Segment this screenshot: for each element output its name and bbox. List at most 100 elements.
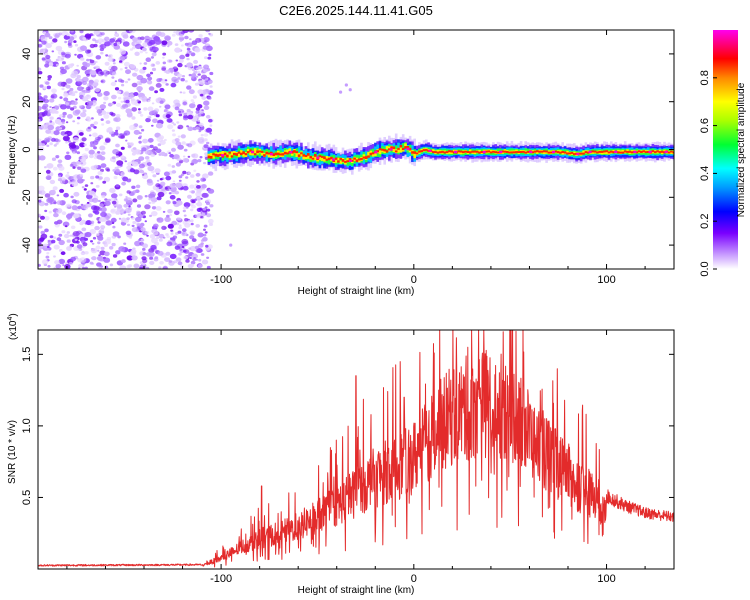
noise-speckle bbox=[122, 41, 130, 47]
ridge-cell bbox=[385, 146, 389, 150]
noise-speckle bbox=[186, 109, 191, 113]
ridge-cell bbox=[378, 150, 382, 155]
noise-speckle bbox=[92, 38, 96, 42]
noise-speckle bbox=[186, 62, 194, 68]
ridge-cell bbox=[425, 148, 428, 151]
ridge-cell bbox=[376, 150, 379, 157]
noise-speckle bbox=[112, 62, 116, 65]
noise-speckle bbox=[67, 140, 71, 143]
noise-speckle bbox=[100, 246, 105, 250]
noise-speckle bbox=[187, 114, 194, 120]
noise-speckle bbox=[65, 121, 69, 124]
ridge-cell bbox=[586, 151, 590, 154]
noise-speckle bbox=[61, 87, 65, 91]
noise-speckle bbox=[121, 83, 125, 87]
noise-speckle bbox=[181, 245, 185, 249]
noise-speckle bbox=[171, 147, 176, 152]
ridge-cell bbox=[626, 150, 629, 153]
noise-speckle bbox=[206, 141, 210, 145]
noise-speckle bbox=[167, 163, 172, 167]
noise-speckle bbox=[90, 240, 93, 243]
noise-speckle bbox=[101, 207, 106, 211]
noise-speckle bbox=[96, 92, 103, 97]
noise-speckle bbox=[159, 87, 165, 92]
ridge-cell bbox=[573, 153, 576, 156]
ridge-cell bbox=[519, 151, 523, 153]
spectrogram-y-tick-label: -20 bbox=[21, 189, 33, 205]
noise-speckle bbox=[57, 81, 64, 87]
noise-speckle bbox=[189, 257, 192, 259]
noise-speckle bbox=[184, 80, 188, 83]
ridge-cell bbox=[233, 150, 236, 155]
noise-speckle bbox=[46, 245, 50, 249]
noise-speckle bbox=[40, 215, 45, 220]
noise-speckle bbox=[43, 86, 47, 90]
noise-speckle bbox=[71, 205, 78, 211]
noise-speckle bbox=[207, 80, 213, 84]
noise-speckle bbox=[74, 43, 79, 47]
noise-speckle bbox=[169, 195, 176, 200]
noise-speckle bbox=[86, 73, 90, 77]
noise-speckle bbox=[44, 166, 47, 169]
spectrogram-x-tick-label: 100 bbox=[597, 274, 615, 286]
noise-speckle bbox=[127, 145, 132, 149]
noise-speckle bbox=[155, 206, 162, 211]
noise-speckle bbox=[52, 186, 58, 191]
noise-speckle bbox=[56, 200, 63, 205]
noise-speckle bbox=[66, 33, 70, 37]
noise-speckle bbox=[55, 209, 62, 214]
noise-speckle bbox=[144, 156, 150, 160]
noise-speckle bbox=[72, 137, 79, 143]
noise-speckle bbox=[79, 257, 87, 263]
noise-speckle bbox=[178, 252, 182, 256]
noise-speckle bbox=[197, 65, 203, 70]
noise-speckle bbox=[153, 108, 160, 113]
noise-speckle bbox=[205, 127, 213, 133]
noise-speckle bbox=[38, 92, 42, 96]
noise-speckle bbox=[82, 81, 87, 85]
noise-speckle bbox=[45, 129, 52, 134]
ridge-cell bbox=[332, 154, 336, 162]
noise-speckle bbox=[121, 31, 128, 37]
ridge-cell bbox=[531, 151, 534, 154]
noise-speckle bbox=[128, 205, 131, 208]
noise-speckle bbox=[119, 49, 127, 55]
noise-speckle bbox=[164, 257, 171, 262]
ridge-cell bbox=[244, 153, 248, 156]
noise-speckle bbox=[89, 154, 94, 159]
ridge-cell bbox=[385, 146, 389, 154]
ridge-cell bbox=[406, 146, 410, 149]
noise-speckle bbox=[111, 156, 116, 160]
ridge-cell bbox=[464, 150, 467, 153]
noise-speckle bbox=[159, 105, 162, 108]
noise-speckle bbox=[196, 70, 201, 74]
noise-speckle bbox=[73, 191, 80, 197]
noise-speckle bbox=[56, 139, 61, 143]
ridge-cell bbox=[468, 151, 472, 154]
noise-speckle bbox=[193, 257, 196, 259]
noise-speckle bbox=[53, 244, 60, 250]
noise-speckle bbox=[117, 37, 122, 42]
noise-speckle bbox=[154, 241, 160, 246]
noise-speckle bbox=[136, 195, 143, 200]
noise-speckle bbox=[142, 252, 147, 256]
noise-speckle bbox=[203, 161, 207, 165]
noise-speckle bbox=[53, 130, 60, 136]
noise-speckle bbox=[103, 176, 111, 182]
noise-speckle bbox=[76, 151, 81, 155]
noise-speckle bbox=[61, 211, 67, 216]
noise-speckle bbox=[120, 155, 125, 159]
ridge-cell bbox=[492, 150, 495, 153]
ridge-cell bbox=[346, 160, 349, 163]
noise-speckle bbox=[45, 175, 52, 180]
ridge-cell bbox=[621, 151, 625, 154]
noise-speckle bbox=[62, 115, 66, 118]
noise-speckle bbox=[111, 242, 116, 247]
noise-speckle bbox=[98, 219, 103, 222]
noise-speckle bbox=[114, 205, 117, 208]
ridge-cell bbox=[436, 151, 440, 154]
noise-speckle bbox=[111, 76, 115, 79]
ridge-cell bbox=[307, 153, 310, 156]
noise-speckle bbox=[76, 77, 82, 83]
noise-speckle bbox=[206, 208, 211, 212]
